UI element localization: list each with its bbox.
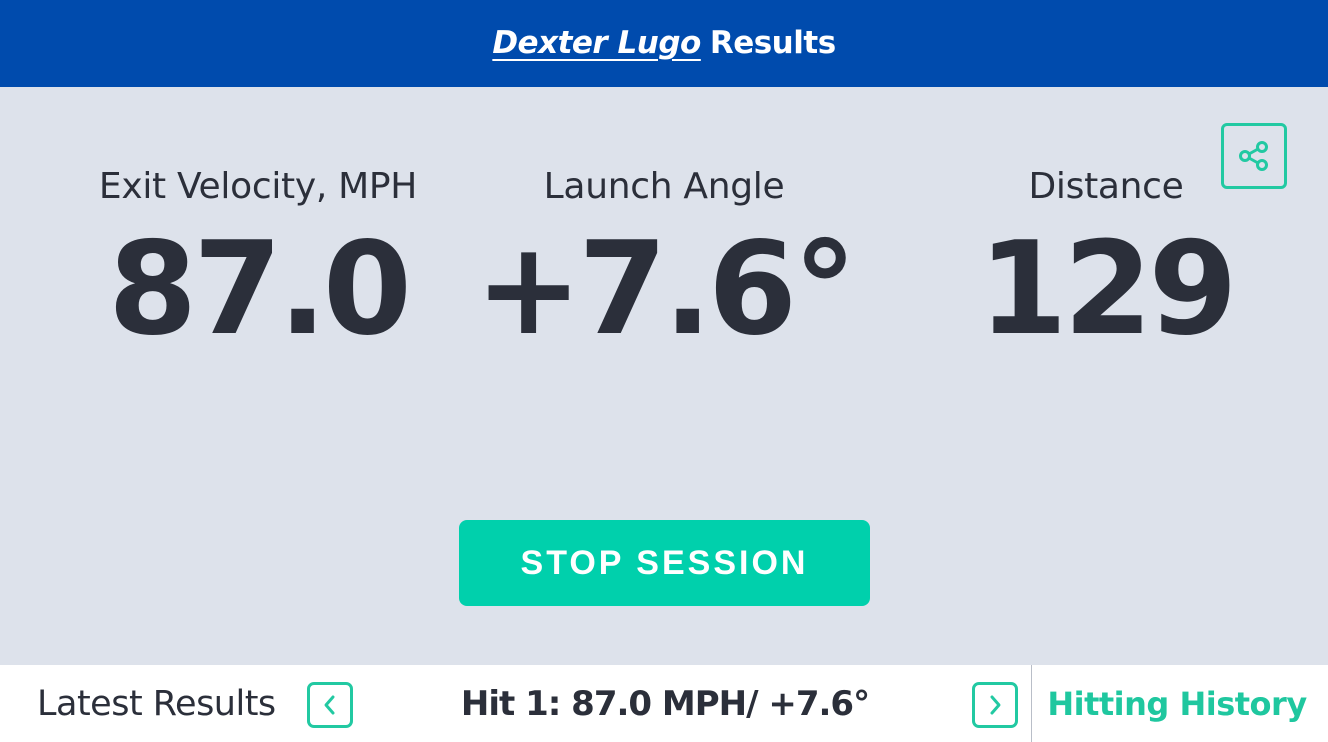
- footer-divider: [1031, 665, 1032, 742]
- hitting-history-link[interactable]: Hitting History: [1047, 684, 1307, 723]
- latest-results-label: Latest Results: [37, 683, 276, 724]
- chevron-right-icon: [990, 695, 1001, 715]
- footer-bar: Latest Results Hit 1: 87.0 MPH/ +7.6° Hi…: [0, 665, 1328, 742]
- share-button[interactable]: [1221, 123, 1287, 189]
- exit-velocity-metric: Exit Velocity, MPH 87.0: [48, 165, 468, 365]
- exit-velocity-label: Exit Velocity, MPH: [98, 166, 418, 207]
- distance-label: Distance: [1028, 166, 1184, 207]
- player-name-link[interactable]: Dexter Lugo: [492, 24, 701, 61]
- previous-hit-button[interactable]: [307, 682, 353, 728]
- stop-session-button[interactable]: STOP SESSION: [459, 520, 870, 606]
- title-suffix: Results: [709, 24, 836, 61]
- launch-angle-value: +7.6°: [475, 215, 857, 364]
- launch-angle-label: Launch Angle: [543, 166, 785, 207]
- exit-velocity-value: 87.0: [108, 215, 412, 364]
- launch-angle-metric: Launch Angle +7.6°: [454, 165, 874, 365]
- results-panel: Exit Velocity, MPH 87.0 Launch Angle +7.…: [0, 87, 1328, 665]
- share-icon: [1239, 141, 1268, 171]
- header-bar: Dexter Lugo Results: [0, 0, 1328, 87]
- next-hit-button[interactable]: [972, 682, 1018, 728]
- distance-metric: Distance 129: [896, 165, 1316, 365]
- distance-value: 129: [978, 215, 1237, 364]
- hit-summary: Hit 1: 87.0 MPH/ +7.6°: [460, 683, 870, 724]
- chevron-left-icon: [324, 695, 335, 715]
- page-title: Dexter Lugo Results: [492, 24, 836, 61]
